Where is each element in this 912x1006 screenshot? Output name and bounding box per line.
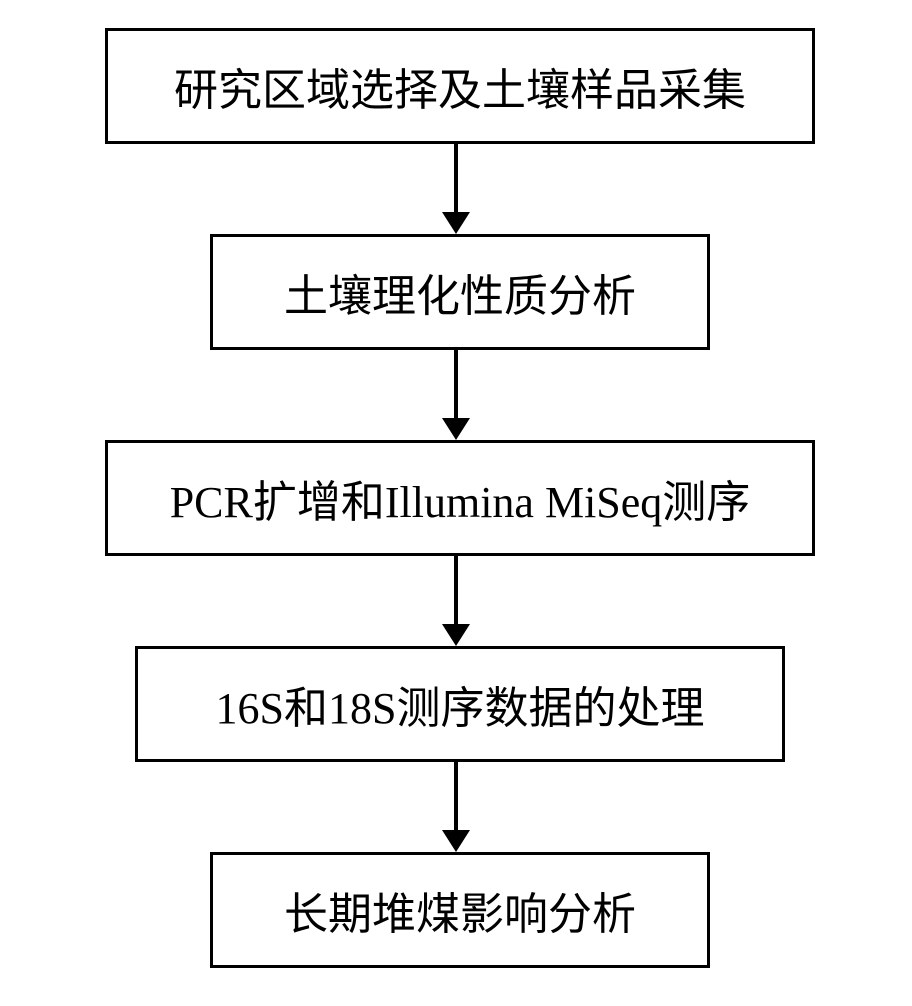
arrow-shaft — [454, 144, 458, 212]
flow-node-step3: PCR扩增和Illumina MiSeq测序 — [105, 440, 815, 556]
arrow-shaft — [454, 762, 458, 830]
flow-node-step1: 研究区域选择及土壤样品采集 — [105, 28, 815, 144]
flow-node-label: 长期堆煤影响分析 — [284, 878, 636, 942]
arrow-head-icon — [442, 212, 470, 234]
arrow-head-icon — [442, 624, 470, 646]
arrow-head-icon — [442, 418, 470, 440]
flow-node-label: 16S和18S测序数据的处理 — [216, 672, 705, 736]
arrow-head-icon — [442, 830, 470, 852]
arrow-shaft — [454, 350, 458, 418]
arrow-shaft — [454, 556, 458, 624]
flow-node-label: 土壤理化性质分析 — [284, 260, 636, 324]
flowchart-canvas: 研究区域选择及土壤样品采集土壤理化性质分析 PCR扩增和Illumina MiSe… — [0, 0, 912, 1006]
flow-node-label: 研究区域选择及土壤样品采集 — [174, 54, 746, 118]
flow-node-step5: 长期堆煤影响分析 — [210, 852, 710, 968]
flow-node-label: PCR扩增和Illumina MiSeq测序 — [170, 466, 751, 530]
flow-node-step4: 16S和18S测序数据的处理 — [135, 646, 785, 762]
flow-node-step2: 土壤理化性质分析 — [210, 234, 710, 350]
